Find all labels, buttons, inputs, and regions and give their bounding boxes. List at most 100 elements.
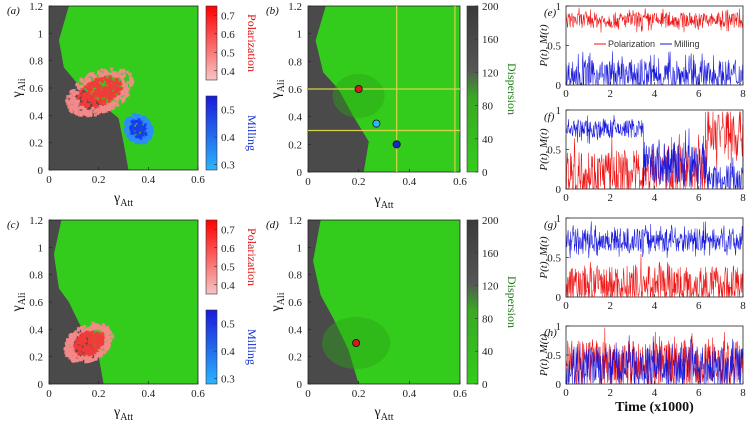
polarized-cell (63, 347, 67, 351)
x-axis-label-main: γ (374, 405, 381, 420)
polarized-cell (68, 338, 72, 342)
colorbar-tick-label: 120 (482, 281, 499, 293)
x-tick-label: 0 (46, 388, 52, 400)
polarized-cell (91, 334, 95, 338)
milling-cell (143, 116, 147, 120)
x-tick-label: 0 (563, 300, 569, 312)
milling-cell (146, 120, 150, 124)
polarized-cell (79, 85, 83, 89)
colorbar-tick-label: 0.4 (221, 346, 235, 358)
polarized-cell (92, 73, 96, 77)
polarized-cell (92, 104, 96, 108)
y-tick-label: 1.2 (29, 1, 43, 13)
milling-cell (137, 114, 141, 118)
polarized-cell (99, 77, 103, 81)
series-polarization (565, 7, 744, 33)
polarized-cell (81, 356, 85, 360)
polarized-cell (103, 338, 107, 342)
milling-cell (148, 135, 152, 139)
milling-cell (124, 130, 128, 134)
colorbar (205, 219, 218, 295)
polarized-cell (64, 351, 68, 355)
polarized-cell (103, 102, 107, 106)
polarized-cell (77, 86, 81, 90)
polarized-cell (86, 109, 90, 113)
polarized-cell (125, 89, 129, 93)
polarized-cell (84, 360, 88, 364)
marker-red (352, 338, 361, 347)
polarized-cell (101, 328, 105, 332)
y-tick-label: 1 (556, 105, 562, 117)
polarized-cell (67, 105, 71, 109)
y-axis-label-main: γ (269, 305, 284, 312)
polarized-cell (86, 357, 90, 361)
polarized-cell (96, 88, 100, 92)
y-axis-label-sub: Ali (17, 292, 28, 305)
series-milling (565, 51, 744, 86)
polarized-cell (85, 83, 89, 87)
polarized-cell (105, 81, 109, 85)
milling-cell (129, 126, 133, 130)
y-tick-label: 1 (556, 213, 562, 225)
polarized-cell (65, 99, 69, 103)
x-tick-label: 6 (696, 88, 702, 100)
milling-cell (138, 120, 142, 124)
polarized-cell (82, 95, 86, 99)
polarized-cell (99, 351, 103, 355)
colorbar (466, 219, 479, 385)
y-tick-label: 0.5 (547, 350, 561, 362)
polarized-cell (84, 357, 88, 361)
polarized-cell (125, 92, 129, 96)
polarized-cell (98, 327, 102, 331)
panel-label: (f) (544, 111, 555, 123)
polarized-cell (103, 326, 107, 330)
polarized-cell (122, 91, 126, 95)
polarized-cell (89, 72, 93, 76)
polarized-cell (122, 95, 126, 99)
polarized-cell (83, 337, 87, 341)
polarized-cell (103, 73, 107, 77)
polarized-cell (120, 77, 124, 81)
y-tick-label: 1.2 (288, 215, 302, 227)
x-axis-label: γAtt (374, 193, 394, 211)
colorbar-tick-label: 0.7 (221, 224, 235, 236)
y-tick-label: 0 (556, 379, 562, 391)
polarized-cell (66, 339, 70, 343)
polarized-cell (107, 100, 111, 104)
legend-box (592, 39, 710, 50)
polarized-cell (90, 352, 94, 356)
polarized-cell (113, 71, 117, 75)
polarized-cell (85, 95, 89, 99)
polarized-cell (95, 104, 99, 108)
y-axis-label: γAli (269, 79, 287, 99)
panel-e: 0 2 4 6 8 0 0.5 1 P(t), M(t) (e) Polarization Milli… (538, 1, 746, 100)
polarized-cell (121, 70, 125, 74)
polarized-cell (77, 355, 81, 359)
x-tick-label: 0.6 (453, 388, 467, 400)
polarized-cell (94, 325, 98, 329)
polarized-cell (81, 110, 85, 114)
polarized-cell (104, 71, 108, 75)
marker-red (354, 85, 363, 94)
polarized-cell (78, 110, 82, 114)
colorbar-title-milling: Milling (245, 115, 259, 151)
polarized-cell (92, 349, 96, 353)
polarized-cell (107, 81, 111, 85)
milling-cell (141, 131, 145, 135)
polarized-cell (102, 106, 106, 110)
x-tick-label: 0 (563, 387, 569, 399)
dispersion-shade (332, 73, 385, 118)
polarized-cell (71, 99, 75, 103)
series-milling (565, 335, 744, 385)
polarized-cell (120, 92, 124, 96)
polarized-cell (80, 334, 84, 338)
polarized-cell (96, 343, 100, 347)
polarized-cell (103, 85, 107, 89)
colorbar-title-polarization: Polarization (245, 14, 259, 72)
x-axis-label-sub: Att (120, 412, 133, 423)
polarized-cell (121, 97, 125, 101)
polarized-cell (101, 340, 105, 344)
polarized-cell (88, 110, 92, 114)
